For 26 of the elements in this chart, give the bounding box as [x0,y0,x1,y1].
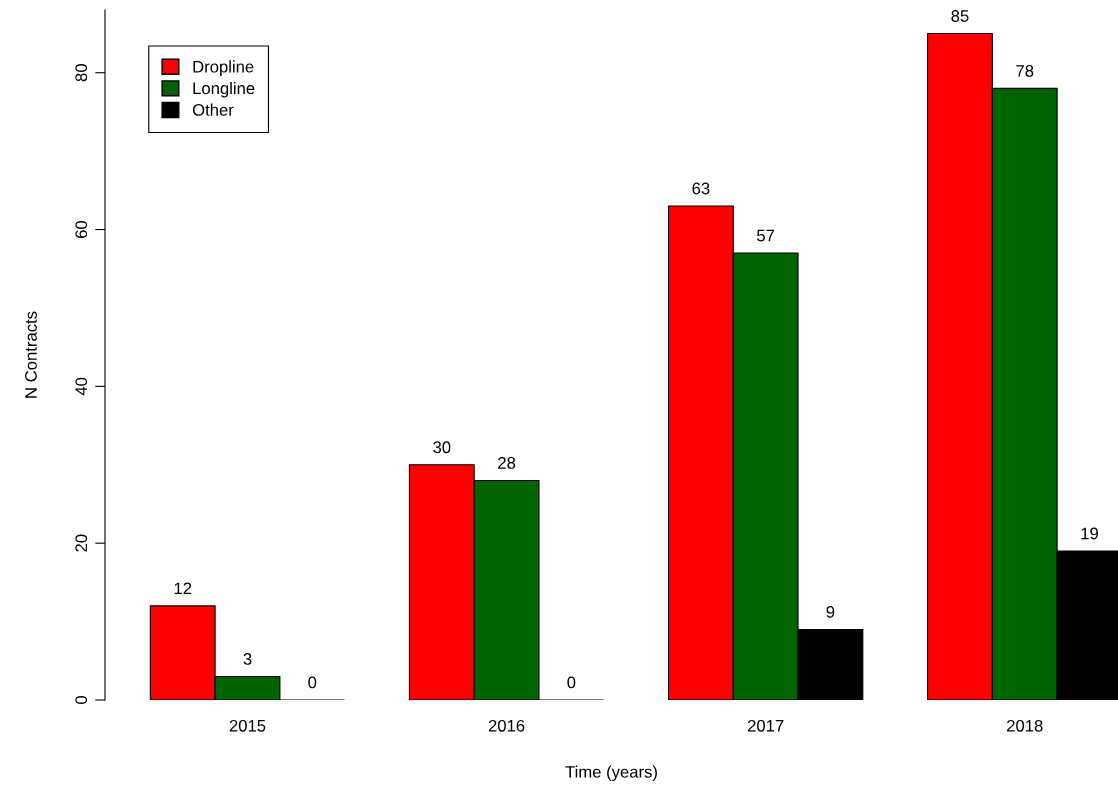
data-label: 78 [1016,64,1034,77]
data-label: 63 [692,182,710,195]
x-tick-label: 2017 [747,719,784,732]
data-label: 57 [757,229,775,242]
y-tick-label: 60 [75,220,88,238]
y-axis-title: N Contracts [25,311,37,398]
y-tick-label: 0 [75,696,88,704]
data-label: 28 [498,457,516,469]
y-tick-label: 80 [75,64,88,82]
legend-label: Other [192,103,234,116]
x-tick-label: 2015 [229,719,266,732]
data-label: 9 [826,606,835,618]
x-axis-title: Time (years) [565,765,657,782]
data-label: 3 [243,653,252,665]
data-label: 0 [567,676,576,689]
data-label: 85 [951,10,969,22]
y-tick-label: 20 [75,534,88,552]
data-label: 19 [1081,527,1098,540]
x-tick-label: 2018 [1007,719,1043,732]
data-label: 0 [308,676,317,689]
x-tick-label: 2016 [488,719,525,732]
legend-label: Dropline [193,60,254,76]
data-label: 30 [433,441,451,454]
data-label: 12 [174,582,192,595]
legend-label: Longline [193,81,255,98]
y-tick-label: 40 [75,377,88,396]
